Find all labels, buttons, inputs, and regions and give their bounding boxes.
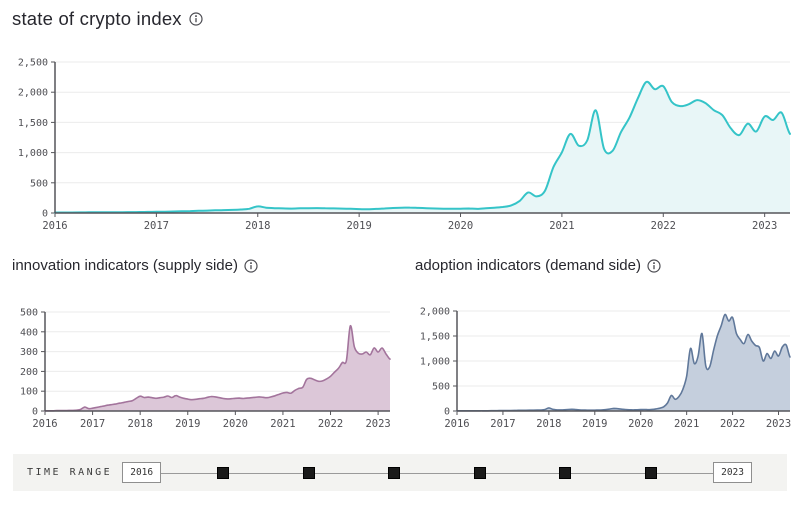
svg-text:0: 0 (444, 407, 450, 418)
adoption-chart-title: adoption indicators (demand side) (415, 257, 641, 274)
svg-text:2018: 2018 (128, 418, 153, 430)
page-header: state of crypto index (12, 8, 203, 30)
svg-text:1,000: 1,000 (420, 357, 450, 368)
time-range-handle[interactable] (559, 466, 572, 479)
svg-text:2022: 2022 (318, 418, 343, 430)
svg-text:1,500: 1,500 (18, 118, 48, 129)
svg-text:2021: 2021 (674, 418, 699, 430)
svg-text:500: 500 (20, 308, 38, 319)
svg-text:2016: 2016 (32, 418, 57, 430)
innovation-chart-title: innovation indicators (supply side) (12, 257, 238, 274)
svg-text:2020: 2020 (448, 220, 473, 232)
svg-text:2017: 2017 (144, 220, 169, 232)
svg-text:2,500: 2,500 (18, 58, 48, 69)
svg-text:300: 300 (20, 347, 38, 358)
time-range-slider: TIME RANGE 2016 2023 (13, 454, 787, 491)
svg-text:1,000: 1,000 (18, 148, 48, 159)
svg-text:0: 0 (32, 407, 38, 418)
svg-text:2016: 2016 (42, 220, 67, 232)
time-range-start-box[interactable]: 2016 (122, 461, 162, 484)
svg-text:2017: 2017 (80, 418, 105, 430)
svg-text:200: 200 (20, 367, 38, 378)
svg-text:0: 0 (42, 209, 48, 220)
svg-text:2018: 2018 (536, 418, 561, 430)
svg-text:2017: 2017 (490, 418, 515, 430)
time-range-handle[interactable] (645, 466, 658, 479)
svg-text:2019: 2019 (346, 220, 371, 232)
svg-text:2023: 2023 (752, 220, 777, 232)
innovation-section-header: innovation indicators (supply side) (12, 257, 258, 274)
svg-text:2021: 2021 (549, 220, 574, 232)
time-range-handle[interactable] (217, 466, 230, 479)
svg-text:2023: 2023 (365, 418, 390, 430)
svg-text:2022: 2022 (720, 418, 745, 430)
svg-text:2,000: 2,000 (18, 88, 48, 99)
time-range-handle[interactable] (302, 466, 315, 479)
svg-text:2018: 2018 (245, 220, 270, 232)
svg-text:2021: 2021 (270, 418, 295, 430)
svg-text:2,000: 2,000 (420, 307, 450, 318)
time-range-handle[interactable] (473, 466, 486, 479)
svg-text:2020: 2020 (223, 418, 248, 430)
svg-text:2016: 2016 (444, 418, 469, 430)
innovation-chart[interactable]: 0 100 200 300 400 500 2016 2017 2018 2019 2020 2021… (0, 295, 400, 440)
adoption-section-header: adoption indicators (demand side) (415, 257, 661, 274)
time-range-end-box[interactable]: 2023 (713, 461, 752, 484)
time-range-track[interactable] (159, 466, 716, 479)
svg-text:100: 100 (20, 387, 38, 398)
svg-text:2020: 2020 (628, 418, 653, 430)
main-index-chart[interactable]: 0 500 1,000 1,500 2,000 2,500 2016 2017 2018 2019… (0, 50, 800, 235)
info-icon[interactable] (244, 258, 258, 273)
svg-text:2023: 2023 (766, 418, 791, 430)
info-icon[interactable] (647, 258, 661, 273)
time-range-handle[interactable] (388, 466, 401, 479)
page-title: state of crypto index (12, 8, 182, 29)
svg-text:2019: 2019 (175, 418, 200, 430)
svg-text:500: 500 (30, 178, 48, 189)
time-range-label: TIME RANGE (27, 467, 113, 478)
svg-text:400: 400 (20, 327, 38, 338)
svg-text:2019: 2019 (582, 418, 607, 430)
svg-text:500: 500 (432, 382, 450, 393)
svg-text:1,500: 1,500 (420, 332, 450, 343)
info-icon[interactable] (189, 12, 203, 26)
svg-text:2022: 2022 (651, 220, 676, 232)
adoption-chart[interactable]: 0 500 1,000 1,500 2,000 2016 2017 2018 2019 2020 2… (410, 295, 800, 440)
